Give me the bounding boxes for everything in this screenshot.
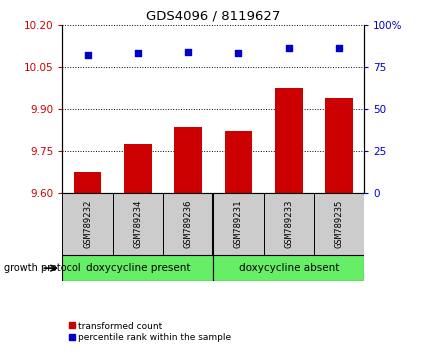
Bar <box>274 88 302 193</box>
Text: GSM789233: GSM789233 <box>284 200 292 248</box>
Point <box>335 46 342 51</box>
Bar <box>213 255 363 281</box>
Bar <box>163 193 213 255</box>
Point <box>134 51 141 56</box>
Point <box>234 51 241 56</box>
Bar <box>62 193 113 255</box>
Bar <box>113 193 163 255</box>
Text: GSM789235: GSM789235 <box>334 200 343 248</box>
Text: doxycycline absent: doxycycline absent <box>238 263 338 273</box>
Text: GSM789232: GSM789232 <box>83 200 92 248</box>
Point <box>84 52 91 58</box>
Text: GSM789236: GSM789236 <box>183 200 192 248</box>
Bar <box>74 172 101 193</box>
Point <box>285 46 292 51</box>
Bar <box>263 193 313 255</box>
Text: growth protocol: growth protocol <box>4 263 81 273</box>
Text: GSM789234: GSM789234 <box>133 200 142 248</box>
Legend: transformed count, percentile rank within the sample: transformed count, percentile rank withi… <box>64 318 235 346</box>
Bar <box>124 144 151 193</box>
Title: GDS4096 / 8119627: GDS4096 / 8119627 <box>146 9 280 22</box>
Text: GSM789231: GSM789231 <box>233 200 243 248</box>
Bar <box>213 193 263 255</box>
Bar <box>313 193 363 255</box>
Bar <box>224 131 252 193</box>
Text: doxycycline present: doxycycline present <box>86 263 190 273</box>
Bar <box>62 255 213 281</box>
Bar <box>174 127 202 193</box>
Point <box>184 49 191 55</box>
Bar <box>325 98 352 193</box>
